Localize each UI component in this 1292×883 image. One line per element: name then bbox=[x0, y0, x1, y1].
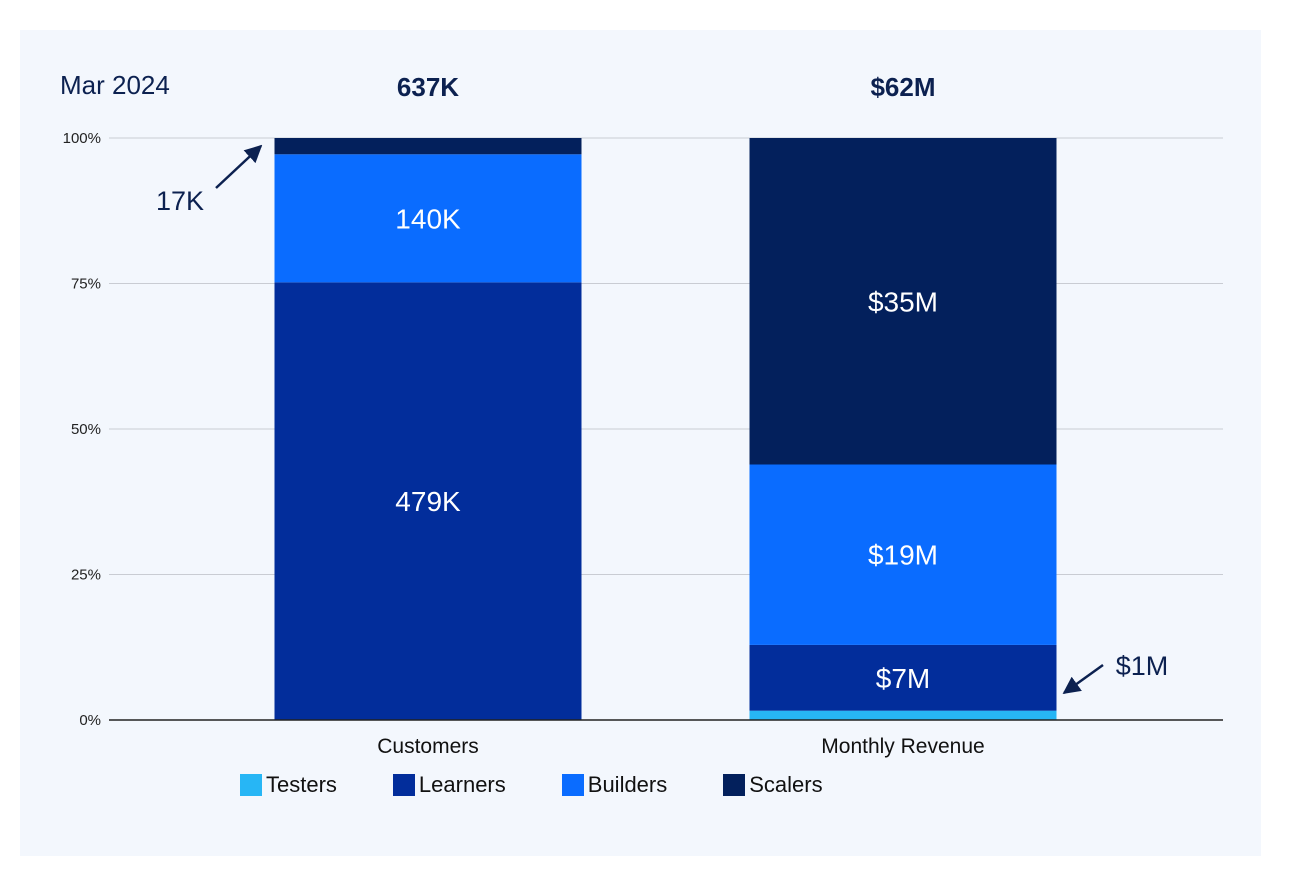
annotation-arrow bbox=[1062, 663, 1104, 695]
legend-item-scalers: Scalers bbox=[723, 772, 823, 798]
annotation-arrow bbox=[215, 144, 263, 189]
bar-segment-learners bbox=[274, 282, 582, 720]
chart-panel: 0% 25% 50% 75% 100% 479K 140K 637K Customers $7M $… bbox=[20, 30, 1261, 856]
data-label: 479K bbox=[395, 486, 461, 517]
annotation-label: $1M bbox=[1116, 651, 1169, 681]
x-tick-label: Customers bbox=[377, 735, 479, 758]
legend-swatch-testers bbox=[240, 774, 262, 796]
bar-segment-scalers bbox=[749, 138, 1057, 465]
bar-segment-learners bbox=[749, 644, 1057, 711]
y-tick-label: 75% bbox=[71, 276, 101, 293]
period-label: Mar 2024 bbox=[60, 70, 170, 100]
data-label: $7M bbox=[876, 663, 930, 694]
legend-swatch-scalers bbox=[723, 774, 746, 796]
bar-segment-testers bbox=[749, 710, 1057, 720]
data-label: $19M bbox=[868, 540, 938, 571]
annotation-label: 17K bbox=[156, 186, 204, 216]
legend: Testers Learners Builders Scalers bbox=[240, 772, 879, 798]
total-label: $62M bbox=[870, 72, 935, 102]
y-tick-label: 100% bbox=[63, 130, 101, 147]
legend-label-learners: Learners bbox=[418, 772, 506, 797]
legend-item-learners: Learners bbox=[392, 772, 506, 798]
data-label: 140K bbox=[395, 203, 461, 234]
legend-label-scalers: Scalers bbox=[749, 772, 823, 797]
legend-label-builders: Builders bbox=[587, 772, 668, 797]
total-label: 637K bbox=[397, 72, 459, 102]
legend-item-testers: Testers bbox=[240, 772, 337, 798]
legend-swatch-builders bbox=[561, 774, 584, 796]
stacked-bar-chart: 0% 25% 50% 75% 100% 479K 140K 637K Customers $7M $… bbox=[63, 72, 1223, 758]
legend-label-testers: Testers bbox=[266, 772, 337, 797]
legend-item-builders: Builders bbox=[561, 772, 668, 798]
y-tick-label: 25% bbox=[71, 567, 101, 584]
y-tick-label: 0% bbox=[79, 712, 101, 729]
bar-segment-scalers bbox=[274, 138, 582, 155]
legend-swatch-learners bbox=[392, 774, 415, 796]
data-label: $35M bbox=[868, 286, 938, 317]
bar-segment-builders bbox=[274, 154, 582, 283]
y-tick-label: 50% bbox=[71, 421, 101, 438]
bar-segment-builders bbox=[749, 464, 1057, 645]
x-tick-label: Monthly Revenue bbox=[821, 735, 984, 758]
